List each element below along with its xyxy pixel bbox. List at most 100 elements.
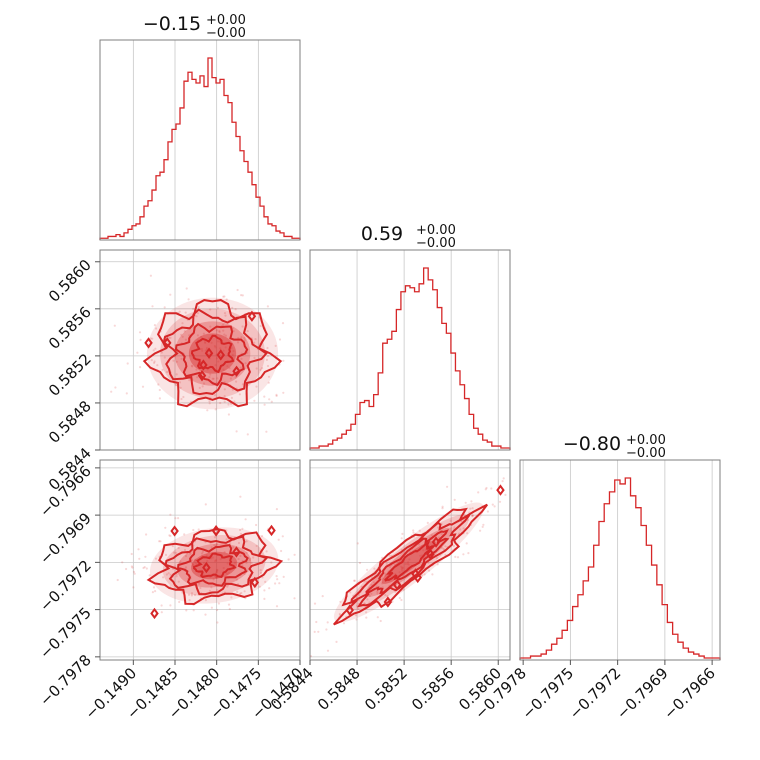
sample-point <box>217 340 220 343</box>
sample-point <box>214 346 217 349</box>
sample-point <box>145 533 148 536</box>
sample-point <box>114 386 117 389</box>
sample-point <box>193 593 197 597</box>
sample-point <box>275 575 278 578</box>
sample-point <box>402 588 405 591</box>
sample-point <box>167 572 170 575</box>
y-tick-label: 0.5848 <box>45 397 95 447</box>
sample-point <box>301 615 303 617</box>
sample-point <box>194 559 197 562</box>
sample-point <box>190 594 193 597</box>
sample-point <box>219 354 222 357</box>
sample-point <box>241 564 244 567</box>
param-title-p2: −0.80 <box>563 433 621 455</box>
sample-point <box>202 382 206 385</box>
sample-point <box>181 322 184 325</box>
sample-point <box>376 592 379 595</box>
sample-point <box>194 562 197 565</box>
sample-point <box>258 585 261 588</box>
param-title-lower-p1: −0.00 <box>416 236 456 251</box>
sample-point <box>224 334 228 337</box>
sample-point <box>365 616 368 619</box>
sample-point <box>446 485 449 488</box>
sample-point <box>201 349 204 352</box>
histogram-p2-frame <box>519 459 721 661</box>
sample-point <box>501 480 504 483</box>
sample-point <box>427 561 430 565</box>
sample-point <box>255 523 258 527</box>
sample-point <box>459 528 462 531</box>
sample-point <box>420 574 424 577</box>
sample-point <box>452 544 455 548</box>
histogram-panel-p2: −0.80 +0.00−0.00 <box>519 433 721 661</box>
sample-point <box>264 580 267 584</box>
sample-point <box>481 525 484 529</box>
sample-point <box>335 640 338 644</box>
sample-point <box>162 576 165 579</box>
sample-point <box>222 295 225 298</box>
sample-point <box>160 351 163 354</box>
sample-point <box>239 366 242 369</box>
sample-point <box>259 571 263 575</box>
contour-island <box>202 561 211 574</box>
sample-point <box>181 335 184 338</box>
density-fill <box>381 540 436 584</box>
sample-point <box>190 364 193 367</box>
sample-point <box>254 338 257 341</box>
sample-point <box>408 558 411 561</box>
sample-point <box>160 604 163 607</box>
sample-point <box>342 622 346 625</box>
sample-point <box>440 533 443 536</box>
sample-point <box>246 330 249 333</box>
sample-point <box>471 515 474 518</box>
sample-point <box>169 604 172 607</box>
sample-point <box>217 602 220 605</box>
sample-point <box>517 477 519 479</box>
sample-point <box>338 612 341 616</box>
sample-point <box>154 590 157 593</box>
sample-point <box>252 556 255 559</box>
sample-point <box>321 328 323 330</box>
density-fill <box>348 514 469 611</box>
sample-point <box>407 561 410 564</box>
sample-point <box>385 562 388 566</box>
sample-point <box>244 518 247 521</box>
sample-point <box>201 550 205 553</box>
sample-point <box>138 557 141 560</box>
sample-point <box>248 559 251 562</box>
contour-island <box>197 369 207 382</box>
sample-point <box>153 360 156 363</box>
sample-point <box>214 560 217 563</box>
sample-point <box>400 598 403 602</box>
sample-point <box>406 562 409 566</box>
sample-point <box>172 359 175 362</box>
contour-island <box>170 525 179 537</box>
sample-point <box>370 592 373 595</box>
sample-point <box>161 368 164 371</box>
sample-point <box>366 568 369 571</box>
scatter-points <box>301 470 553 658</box>
contour-island <box>232 546 241 558</box>
sample-point <box>246 433 249 436</box>
contour-line <box>190 334 235 374</box>
sample-point <box>293 597 296 600</box>
sample-point <box>231 353 234 356</box>
sample-point <box>339 600 342 603</box>
sample-point <box>460 520 463 523</box>
sample-point <box>151 305 154 308</box>
sample-point <box>372 581 375 584</box>
sample-point <box>551 470 553 472</box>
x-tick-label: −0.7966 <box>660 664 719 723</box>
sample-point <box>154 557 158 560</box>
sample-point <box>502 477 505 480</box>
sample-point <box>400 568 403 571</box>
sample-point <box>213 544 216 547</box>
sample-point <box>450 527 453 530</box>
sample-point <box>206 409 209 412</box>
y-tick-label: 0.5860 <box>45 256 95 306</box>
sample-point <box>182 395 185 399</box>
contour-island <box>162 337 172 349</box>
sample-point <box>189 552 192 555</box>
sample-point <box>229 377 232 380</box>
contour-line <box>177 543 249 587</box>
